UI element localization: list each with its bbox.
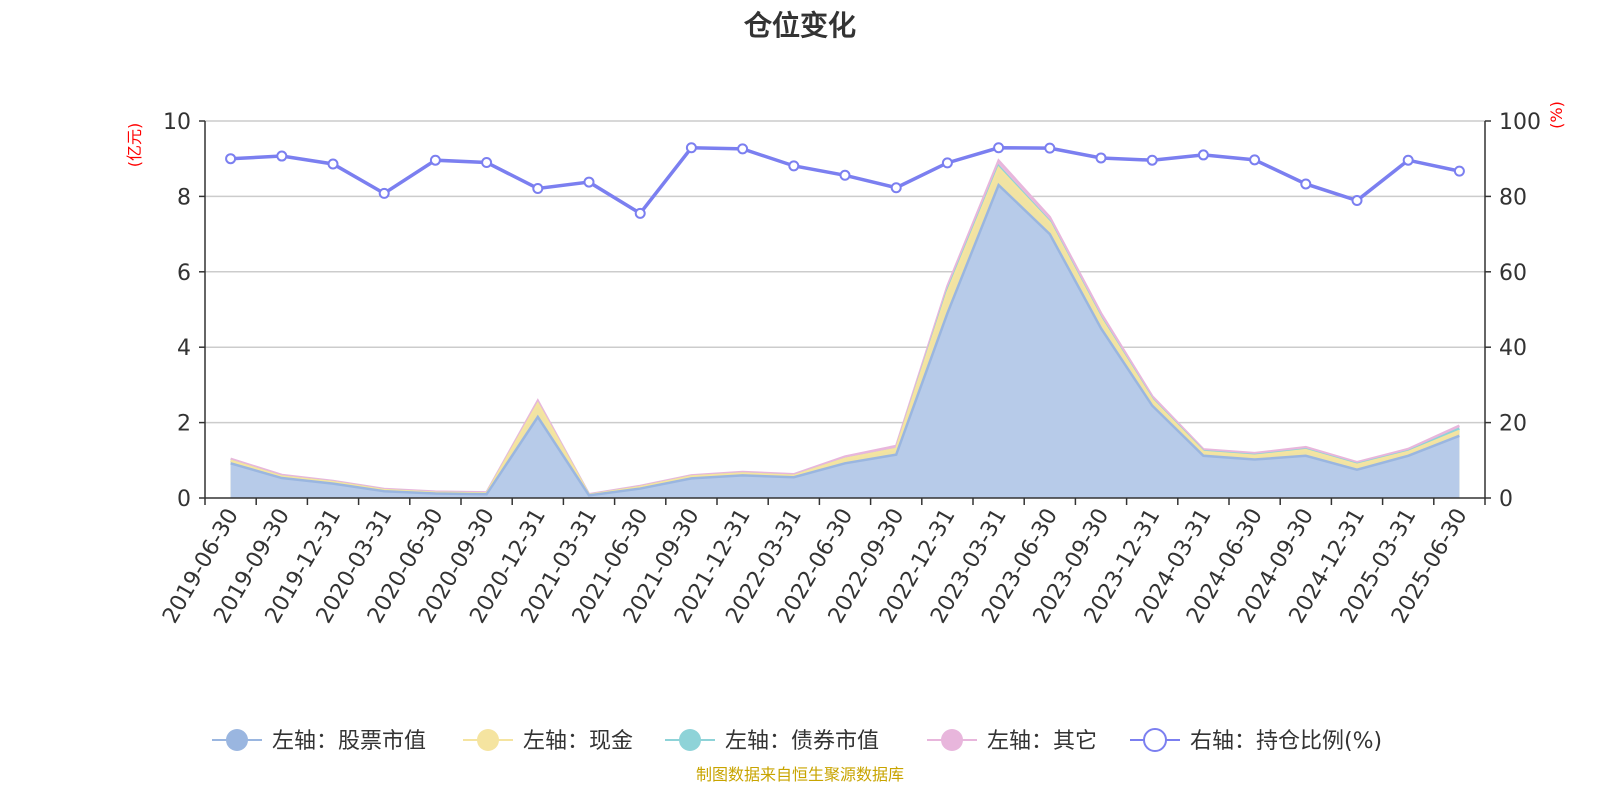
right-tick-label: 0 [1499,487,1513,512]
legend-marker-cash [477,729,499,751]
right-tick-label: 100 [1499,110,1541,135]
area-stock [230,185,1460,498]
ratio-point [532,182,544,194]
left-axis-unit: (亿元) [125,123,144,168]
right-tick-label: 40 [1499,336,1527,361]
ratio-point [839,169,851,181]
ratio-point [1300,178,1312,190]
ratio-point [993,142,1005,154]
legend-label-cash: 左轴：现金 [523,729,633,754]
area-line-bond [230,163,1460,497]
legend-marker-other [941,729,963,751]
area-cash [230,168,1460,498]
ratio-point [1095,152,1107,164]
stacked-areas [230,158,1460,499]
ratio-point [1351,195,1363,207]
ratio-point [634,207,646,219]
ratio-point [1453,165,1465,177]
ratio-point [429,154,441,166]
legend-label-bond: 左轴：债券市值 [725,729,879,754]
ratio-point [1044,142,1056,154]
ratio-point [1146,154,1158,166]
right-tick-label: 60 [1499,261,1527,286]
left-tick-label: 6 [177,261,191,286]
ratio-point [737,143,749,155]
legend-label-stock: 左轴：股票市值 [272,729,426,754]
ratio-point [941,157,953,169]
ratio-point [1197,149,1209,161]
grid-lines [205,120,1485,424]
ratio-point [788,160,800,172]
left-tick-label: 4 [177,336,191,361]
ratio-point [890,182,902,194]
chart-title: 仓位变化 [744,9,856,42]
legend-marker-bond [679,729,701,751]
area-other [230,160,1460,498]
left-tick-label: 8 [177,185,191,210]
area-line-stock [230,182,1460,497]
legend: 左轴：股票市值 左轴：现金 左轴：债券市值 左轴：其它 右轴：持仓比例(%) [212,728,1382,754]
right-tick-label: 20 [1499,412,1527,437]
ratio-point [1249,154,1261,166]
right-axis-unit: (%) [1547,101,1566,129]
ratio-point [276,150,288,162]
ratio-line [225,142,1465,219]
legend-label-other: 左轴：其它 [987,729,1097,754]
area-line-other [230,158,1460,496]
left-tick-label: 0 [177,487,191,512]
ratio-point [583,176,595,188]
ratio-point [225,153,237,165]
legend-marker-stock [226,729,248,751]
left-tick-label: 10 [163,110,191,135]
ratio-point [378,187,390,199]
ratio-point [481,156,493,168]
area-line-cash [230,165,1460,497]
ratio-point [685,142,697,154]
area-bond [230,166,1460,499]
left-tick-label: 2 [177,412,191,437]
ratio-point [1402,154,1414,166]
legend-marker-ratio [1143,728,1167,752]
right-tick-label: 80 [1499,185,1527,210]
source-note: 制图数据来自恒生聚源数据库 [696,765,904,784]
ratio-point [327,158,339,170]
legend-label-ratio: 右轴：持仓比例(%) [1190,729,1382,754]
